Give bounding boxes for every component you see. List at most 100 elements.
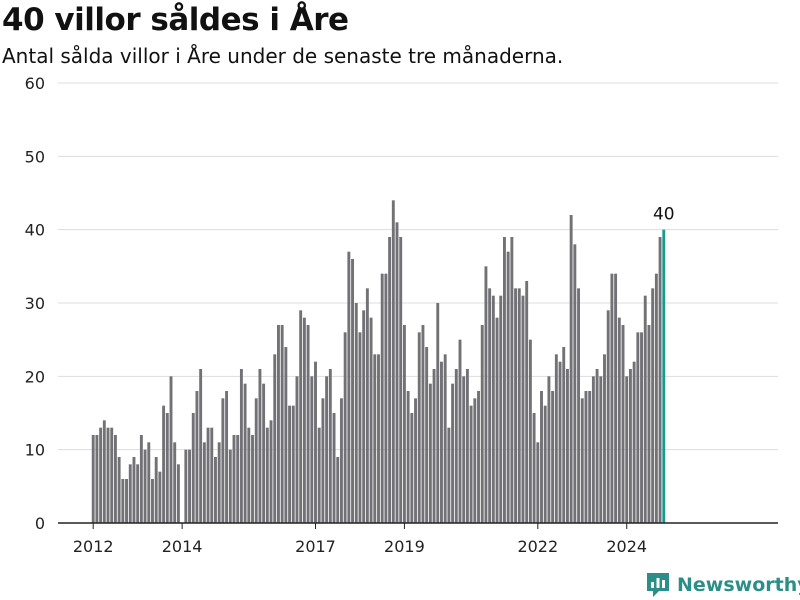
x-tick-label: 2022 — [517, 537, 558, 556]
bar — [654, 273, 658, 523]
bar — [225, 391, 229, 523]
bar — [310, 376, 314, 523]
bar — [402, 325, 406, 523]
bar — [491, 295, 495, 523]
bar — [484, 266, 488, 523]
bar — [603, 354, 606, 523]
bar — [117, 457, 121, 523]
bar — [436, 303, 440, 523]
bar — [647, 325, 651, 523]
bar — [547, 376, 551, 523]
bar — [106, 427, 110, 523]
bar — [154, 457, 158, 523]
bar — [206, 427, 210, 523]
bar — [399, 237, 403, 523]
last-bar-value-label: 40 — [653, 205, 675, 225]
bar — [406, 391, 410, 523]
bar — [410, 413, 414, 523]
bar — [421, 325, 425, 523]
bar — [214, 457, 217, 523]
bar — [510, 237, 514, 523]
bar — [143, 449, 147, 523]
bar — [458, 339, 462, 523]
bar — [495, 317, 499, 523]
y-axis-ticks: 0 10 20 30 40 50 60 — [25, 74, 45, 533]
brand-logo: Newsworthy — [645, 570, 800, 600]
bar — [517, 288, 521, 523]
bar — [269, 420, 273, 523]
bar — [625, 376, 629, 523]
bar — [391, 200, 395, 523]
bar — [254, 398, 258, 523]
bar — [443, 354, 447, 523]
y-tick-label: 50 — [25, 147, 45, 166]
brand-name: Newsworthy — [677, 574, 800, 596]
bar — [588, 391, 592, 523]
bar — [551, 391, 555, 523]
bar — [454, 369, 458, 523]
bar — [377, 354, 380, 523]
bar — [480, 325, 484, 523]
bar — [469, 405, 473, 523]
bar — [632, 361, 636, 523]
bar — [158, 471, 162, 523]
bar — [113, 435, 117, 523]
bar — [569, 215, 573, 523]
bar — [110, 427, 114, 523]
bar — [262, 383, 266, 523]
bar — [558, 361, 562, 523]
bar — [591, 376, 595, 523]
bar — [295, 376, 299, 523]
bar — [521, 295, 525, 523]
bar — [132, 457, 136, 523]
bar — [343, 332, 347, 523]
bar — [451, 383, 455, 523]
bar — [369, 317, 373, 523]
y-tick-label: 40 — [25, 221, 45, 240]
bar — [528, 339, 532, 523]
bar — [373, 354, 377, 523]
bar — [169, 376, 173, 523]
bar — [277, 325, 280, 523]
bar — [306, 325, 310, 523]
bar-latest — [662, 229, 666, 524]
bar — [302, 317, 306, 523]
bar — [388, 237, 392, 523]
bar — [503, 237, 506, 523]
bar — [191, 413, 195, 523]
bar — [577, 288, 581, 523]
bar — [499, 295, 503, 523]
bar — [328, 369, 332, 523]
y-tick-label: 0 — [35, 514, 45, 533]
bar — [239, 369, 243, 523]
bar — [380, 273, 384, 523]
bar — [188, 449, 191, 523]
bar — [102, 420, 106, 523]
bar — [199, 369, 203, 523]
y-tick-label: 20 — [25, 367, 45, 386]
bar — [658, 237, 662, 523]
bar — [151, 479, 154, 523]
bar — [217, 442, 221, 523]
bar — [325, 376, 329, 523]
bar — [347, 251, 351, 524]
bar — [176, 464, 180, 523]
bar — [525, 281, 529, 523]
bar — [610, 273, 614, 523]
bar — [128, 464, 132, 523]
chart-subtitle: Antal sålda villor i Åre under de senast… — [2, 44, 564, 68]
x-axis-ticks: 2012 2014 2017 2019 2022 2024 — [73, 523, 647, 556]
bar — [651, 288, 655, 523]
x-tick-label: 2014 — [162, 537, 203, 556]
bar — [336, 457, 340, 523]
bar — [121, 479, 125, 523]
bar — [195, 391, 199, 523]
bar — [99, 427, 103, 523]
bar — [514, 288, 518, 523]
bar — [354, 303, 358, 523]
bar — [91, 435, 95, 523]
bar — [339, 398, 343, 523]
bar — [565, 369, 569, 523]
bar — [210, 427, 214, 523]
bar — [317, 427, 321, 523]
